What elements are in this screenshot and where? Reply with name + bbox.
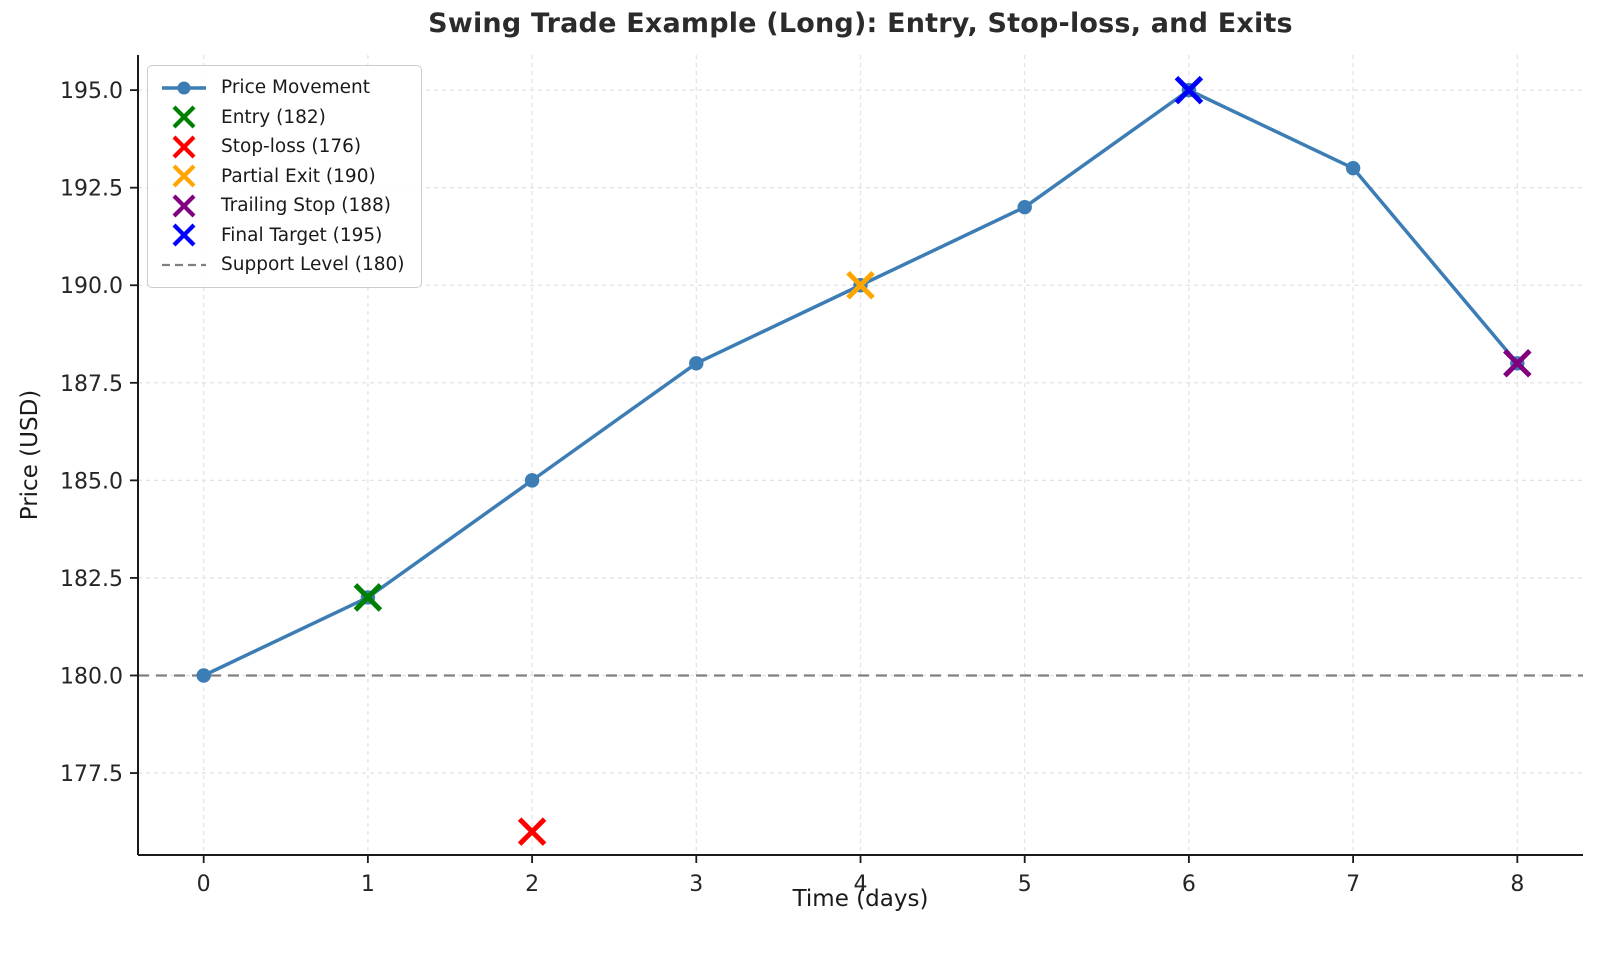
legend-item: Partial Exit (190) <box>158 162 404 192</box>
y-tick-label: 177.5 <box>60 762 123 787</box>
legend-label: Final Target (195) <box>221 224 383 246</box>
x-marker-icon <box>172 105 196 129</box>
chart-title: Swing Trade Example (Long): Entry, Stop-… <box>428 8 1293 39</box>
trade-marker <box>517 817 547 846</box>
legend-item: Final Target (195) <box>158 221 404 251</box>
trade-marker <box>353 583 383 612</box>
legend-label: Partial Exit (190) <box>221 165 376 187</box>
price-point <box>1345 160 1361 176</box>
y-tick-label: 182.5 <box>60 567 123 592</box>
legend-item: Stop-loss (176) <box>158 132 404 162</box>
x-tick-label: 5 <box>1018 872 1032 897</box>
legend-item: Trailing Stop (188) <box>158 191 404 221</box>
price-point <box>689 356 704 371</box>
legend-item: Support Level (180) <box>158 250 404 280</box>
x-tick-label: 6 <box>1182 872 1196 897</box>
legend-label: Entry (182) <box>221 106 326 128</box>
y-tick-label: 185.0 <box>60 469 123 494</box>
x-tick-label: 0 <box>197 872 211 897</box>
trade-marker <box>846 270 875 300</box>
y-tick-label: 180.0 <box>60 664 123 689</box>
y-tick-label: 195.0 <box>60 79 123 104</box>
x-tick-label: 1 <box>361 872 375 897</box>
legend-label: Stop-loss (176) <box>221 136 362 158</box>
x-marker-icon <box>172 164 196 188</box>
price-point <box>524 473 540 488</box>
y-tick-label: 190.0 <box>60 274 123 299</box>
x-axis-label: Time (days) <box>792 886 929 912</box>
price-point <box>1017 199 1032 215</box>
x-marker-icon <box>172 135 196 159</box>
trade-marker <box>1174 75 1204 105</box>
legend-label: Price Movement <box>221 77 371 99</box>
y-axis-label: Price (USD) <box>17 389 43 521</box>
x-tick-label: 4 <box>854 872 868 897</box>
dashed-line-icon <box>162 263 206 266</box>
legend-item: Price Movement <box>158 73 404 103</box>
y-tick-label: 192.5 <box>60 177 123 202</box>
price-point <box>196 668 211 683</box>
legend-label: Support Level (180) <box>221 254 405 276</box>
price-line-swatch-icon <box>162 81 206 95</box>
x-tick-label: 8 <box>1510 872 1524 897</box>
x-tick-label: 7 <box>1346 872 1360 897</box>
x-marker-icon <box>172 223 196 247</box>
x-marker-icon <box>172 194 196 218</box>
legend-label: Trailing Stop (188) <box>221 195 391 217</box>
x-tick-label: 3 <box>689 872 703 897</box>
legend: Price Movement Entry (182) Stop-loss (176)… <box>147 65 423 288</box>
legend-item: Entry (182) <box>158 103 404 133</box>
y-tick-label: 187.5 <box>60 372 123 397</box>
x-tick-label: 2 <box>525 872 539 897</box>
trade-marker <box>1503 349 1532 378</box>
